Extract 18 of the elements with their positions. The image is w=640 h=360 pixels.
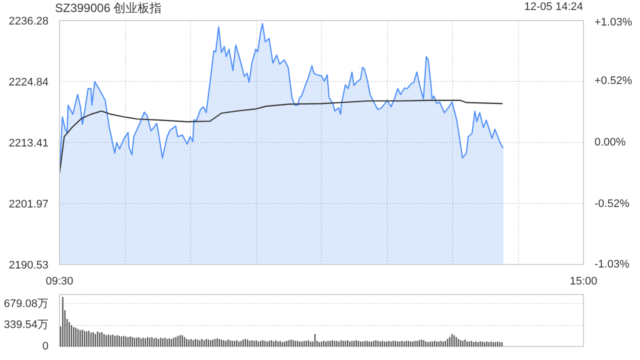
y-tick-label: 2190.53 (8, 260, 49, 272)
x-tick-label: 09:30 (46, 276, 74, 288)
y2-tick-label: +1.03% (594, 16, 632, 28)
chart-title: SZ399006 创业板指 (55, 0, 162, 17)
x-tick-label: 15:00 (570, 276, 598, 288)
y-tick-label: 2201.97 (8, 198, 49, 210)
line-series (60, 100, 504, 174)
y2-tick-label: 0.00% (594, 136, 626, 148)
y-tick-label: 0 (42, 340, 49, 352)
text: 12-05 14:24 (524, 0, 583, 15)
y-tick-label: 679.08万 (4, 298, 49, 310)
y2-tick-label: +0.52% (594, 74, 632, 87)
y-tick-label: 339.54万 (4, 319, 49, 332)
y-tick-label: 2224.84 (8, 76, 49, 89)
y-tick-label: 2236.28 (8, 16, 49, 28)
y2-tick-label: -1.03% (594, 258, 630, 270)
y2-tick-label: -0.52% (594, 198, 630, 210)
y-tick-label: 2213.41 (8, 137, 49, 150)
